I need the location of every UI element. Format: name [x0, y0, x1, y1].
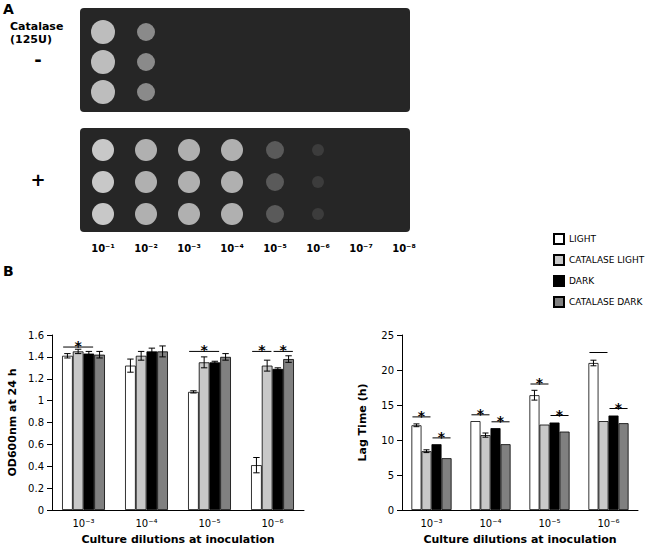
svg-text:1.4: 1.4	[28, 351, 44, 362]
svg-text:10⁻⁵: 10⁻⁵	[538, 518, 560, 529]
svg-text:0.8: 0.8	[28, 417, 44, 428]
svg-text:B: B	[3, 263, 14, 279]
svg-text:OD600nm at 24 h: OD600nm at 24 h	[6, 368, 19, 476]
svg-text:CATALASE DARK: CATALASE DARK	[569, 297, 644, 307]
svg-text:0.2: 0.2	[28, 483, 44, 494]
svg-text:10⁻⁴: 10⁻⁴	[135, 518, 157, 529]
svg-text:10⁻⁶: 10⁻⁶	[306, 243, 330, 254]
svg-text:1: 1	[38, 395, 44, 406]
svg-text:10⁻³: 10⁻³	[420, 518, 442, 529]
svg-text:-: -	[34, 49, 41, 70]
svg-text:0.4: 0.4	[28, 461, 44, 472]
svg-text:10⁻⁶: 10⁻⁶	[261, 518, 283, 529]
svg-text:*: *	[615, 400, 623, 416]
svg-text:0.6: 0.6	[28, 439, 44, 450]
svg-text:*: *	[556, 407, 564, 423]
svg-text:25: 25	[381, 330, 394, 341]
svg-text:*: *	[477, 406, 485, 422]
svg-text:*: *	[438, 429, 446, 445]
svg-text:10⁻⁵: 10⁻⁵	[198, 518, 220, 529]
svg-text:*: *	[200, 342, 208, 358]
svg-text:20: 20	[381, 365, 394, 376]
svg-text:10⁻⁶: 10⁻⁶	[597, 518, 619, 529]
svg-text:10⁻¹: 10⁻¹	[91, 243, 115, 254]
svg-text:CATALASE LIGHT: CATALASE LIGHT	[569, 255, 645, 265]
svg-text:10⁻⁴: 10⁻⁴	[479, 518, 501, 529]
svg-text:5: 5	[388, 470, 394, 481]
svg-text:Catalase(125U): Catalase(125U)	[10, 20, 63, 46]
svg-text:DARK: DARK	[569, 276, 595, 286]
svg-text:Culture dilutions at inoculati: Culture dilutions at inoculation	[423, 533, 616, 546]
svg-text:1.6: 1.6	[28, 330, 44, 341]
svg-text:*: *	[497, 413, 505, 429]
svg-text:+: +	[30, 169, 45, 190]
svg-text:*: *	[74, 338, 82, 354]
svg-text:Lag Time (h): Lag Time (h)	[356, 383, 369, 461]
svg-text:0: 0	[38, 505, 44, 516]
svg-text:10⁻²: 10⁻²	[134, 243, 158, 254]
svg-text:10: 10	[381, 435, 394, 446]
svg-text:*: *	[418, 408, 426, 424]
svg-text:LIGHT: LIGHT	[569, 234, 596, 244]
svg-text:15: 15	[381, 400, 394, 411]
svg-text:0: 0	[388, 505, 394, 516]
svg-text:10⁻⁴: 10⁻⁴	[220, 243, 244, 254]
svg-text:*: *	[258, 342, 266, 358]
svg-text:10⁻⁵: 10⁻⁵	[263, 243, 287, 254]
svg-text:10⁻⁷: 10⁻⁷	[349, 243, 373, 254]
svg-text:*: *	[280, 342, 288, 358]
svg-text:10⁻³: 10⁻³	[72, 518, 94, 529]
svg-text:10⁻⁸: 10⁻⁸	[392, 243, 416, 254]
svg-text:Culture dilutions at inoculati: Culture dilutions at inoculation	[81, 533, 274, 546]
svg-text:*: *	[536, 375, 544, 391]
svg-text:1.2: 1.2	[28, 373, 44, 384]
svg-text:A: A	[3, 1, 14, 17]
svg-text:10⁻³: 10⁻³	[177, 243, 201, 254]
